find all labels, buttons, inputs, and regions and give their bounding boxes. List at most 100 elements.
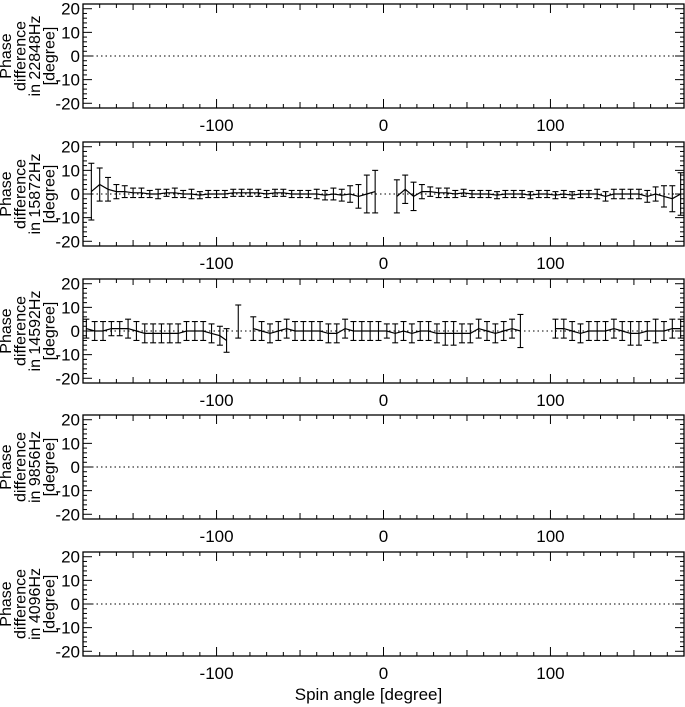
error-bar bbox=[452, 189, 459, 199]
y-tick-label: 20 bbox=[61, 548, 80, 567]
error-bar bbox=[594, 320, 601, 342]
y-axis-label-line: Phase bbox=[0, 581, 15, 626]
error-bar bbox=[250, 316, 257, 342]
error-bar bbox=[363, 174, 370, 214]
error-bar bbox=[266, 323, 273, 344]
error-bar bbox=[442, 320, 449, 346]
error-bar bbox=[443, 187, 450, 199]
error-bar bbox=[116, 320, 123, 337]
error-bar bbox=[208, 323, 215, 344]
error-bar bbox=[200, 320, 207, 342]
y-axis-label-line: Phase bbox=[0, 171, 15, 216]
error-bar bbox=[91, 320, 98, 342]
error-bar bbox=[677, 172, 684, 216]
error-bar bbox=[125, 318, 132, 339]
error-bar bbox=[669, 185, 676, 213]
y-axis-label-line: in 4096Hz bbox=[27, 568, 44, 640]
error-bar bbox=[393, 179, 400, 214]
error-bar bbox=[418, 183, 425, 200]
y-tick-label: -20 bbox=[55, 232, 80, 251]
error-bar bbox=[138, 187, 145, 199]
error-bar bbox=[560, 189, 567, 199]
error-bar bbox=[627, 188, 634, 200]
error-bar bbox=[652, 186, 659, 202]
error-bar bbox=[166, 323, 173, 344]
error-bar bbox=[435, 187, 442, 199]
error-bar bbox=[223, 328, 230, 353]
error-bar bbox=[280, 188, 287, 197]
error-bar bbox=[569, 191, 576, 200]
error-bar bbox=[180, 189, 187, 199]
error-bar bbox=[427, 186, 434, 197]
y-tick-label: -20 bbox=[55, 369, 80, 388]
y-axis-label-line: Phase bbox=[0, 444, 15, 489]
y-tick-label: 0 bbox=[71, 595, 80, 614]
series-line bbox=[555, 327, 681, 335]
series-line bbox=[86, 328, 227, 341]
error-bar bbox=[305, 189, 312, 199]
error-bar bbox=[660, 320, 667, 342]
error-bar bbox=[635, 320, 642, 346]
error-bar bbox=[410, 181, 417, 212]
y-tick-label: -10 bbox=[55, 209, 80, 228]
y-tick-label: 0 bbox=[71, 458, 80, 477]
y-tick-label: 0 bbox=[71, 322, 80, 341]
error-bar bbox=[235, 304, 242, 339]
y-axis-label-line: difference bbox=[13, 21, 30, 91]
x-tick-label: 0 bbox=[379, 527, 388, 546]
error-bar bbox=[163, 188, 170, 197]
error-bar bbox=[238, 188, 245, 197]
error-bar bbox=[313, 188, 320, 200]
error-bar bbox=[188, 188, 195, 200]
error-bar bbox=[96, 167, 103, 202]
y-tick-label: -20 bbox=[55, 94, 80, 113]
y-axis-label-line: [degree] bbox=[42, 302, 59, 361]
y-axis-label-line: in 9856Hz bbox=[27, 431, 44, 503]
error-bar bbox=[594, 188, 601, 200]
error-bar bbox=[196, 191, 203, 200]
y-axis-label-line: Phase bbox=[0, 33, 15, 78]
error-bar bbox=[342, 318, 349, 339]
error-bar bbox=[367, 320, 374, 342]
x-tick-label: 0 bbox=[379, 664, 388, 683]
x-tick-label: 100 bbox=[536, 391, 564, 410]
error-bar bbox=[372, 169, 379, 214]
y-tick-label: -10 bbox=[55, 346, 80, 365]
y-tick-label: 20 bbox=[61, 275, 80, 294]
y-axis-label-line: difference bbox=[13, 159, 30, 229]
error-bar bbox=[527, 191, 534, 200]
error-bar bbox=[450, 320, 457, 346]
error-bar bbox=[113, 183, 120, 200]
error-bar bbox=[333, 323, 340, 344]
error-bar bbox=[338, 188, 345, 202]
error-bar bbox=[458, 323, 465, 344]
y-axis-label-line: in 15872Hz bbox=[27, 154, 44, 235]
error-bar bbox=[492, 323, 499, 344]
error-bar bbox=[677, 318, 684, 339]
x-axis-label: Spin angle [degree] bbox=[295, 685, 442, 704]
y-tick-label: 0 bbox=[71, 47, 80, 66]
error-bar bbox=[477, 189, 484, 199]
y-tick-label: 20 bbox=[61, 411, 80, 430]
error-bar bbox=[500, 320, 507, 342]
error-bar bbox=[355, 183, 362, 209]
x-tick-label: -100 bbox=[200, 116, 234, 135]
error-bar bbox=[133, 320, 140, 342]
error-bar bbox=[392, 323, 399, 344]
x-tick-label: 100 bbox=[536, 527, 564, 546]
x-tick-label: -100 bbox=[200, 664, 234, 683]
error-bar bbox=[308, 320, 315, 342]
y-tick-label: 20 bbox=[61, 138, 80, 157]
error-bar bbox=[425, 320, 432, 342]
y-tick-label: 10 bbox=[61, 161, 80, 180]
error-bar bbox=[417, 320, 424, 342]
x-tick-label: -100 bbox=[200, 254, 234, 273]
y-axis-label-line: difference bbox=[13, 569, 30, 639]
error-bar bbox=[519, 189, 526, 199]
y-tick-label: -20 bbox=[55, 642, 80, 661]
error-bar bbox=[288, 189, 295, 199]
error-bar bbox=[216, 325, 223, 346]
